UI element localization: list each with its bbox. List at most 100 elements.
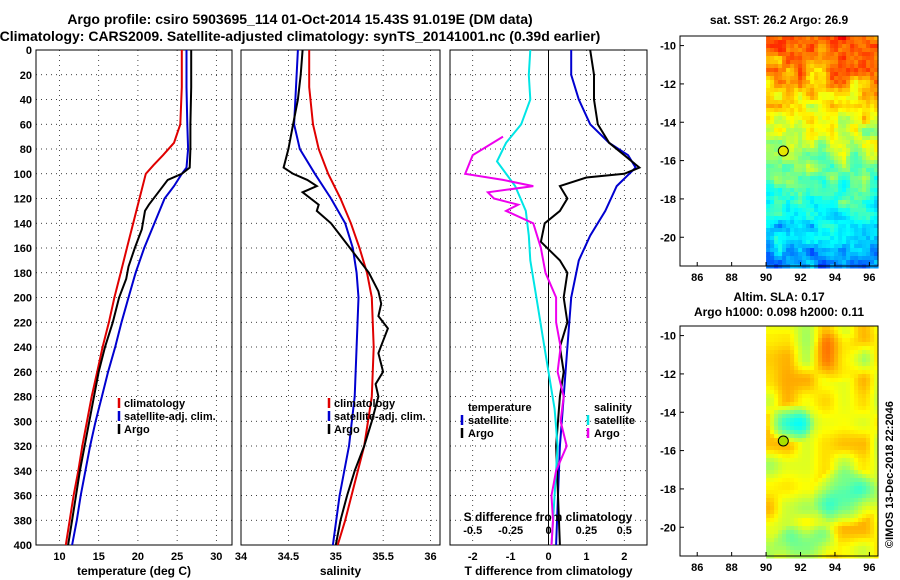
heatmap-cell xyxy=(770,338,775,343)
heatmap-cell xyxy=(842,542,847,547)
heatmap-cell xyxy=(838,36,843,41)
heatmap-cell xyxy=(858,490,863,495)
heatmap-cell xyxy=(830,522,835,527)
heatmap-cell xyxy=(870,40,875,45)
heatmap-cell xyxy=(866,470,871,475)
heatmap-cell xyxy=(830,80,835,85)
heatmap-cell xyxy=(802,64,807,69)
heatmap-cell xyxy=(818,220,823,225)
heatmap-cell xyxy=(870,80,875,85)
heatmap-cell xyxy=(854,144,859,149)
heatmap-cell xyxy=(798,474,803,479)
heatmap-cell xyxy=(774,88,779,93)
heatmap-cell xyxy=(806,216,811,221)
heatmap-cell xyxy=(778,386,783,391)
heatmap-cell xyxy=(870,538,875,543)
heatmap-cell xyxy=(770,374,775,379)
heatmap-cell xyxy=(798,506,803,511)
heatmap-cell xyxy=(778,422,783,427)
heatmap-cell xyxy=(866,100,871,105)
heatmap-cell xyxy=(870,522,875,527)
heatmap-cell xyxy=(786,48,791,53)
heatmap-cell xyxy=(778,518,783,523)
heatmap-cell xyxy=(798,514,803,519)
heatmap-cell xyxy=(770,180,775,185)
heatmap-cell xyxy=(790,518,795,523)
heatmap-cell xyxy=(770,228,775,233)
heatmap-cell xyxy=(858,442,863,447)
heatmap-cell xyxy=(770,252,775,257)
heatmap-cell xyxy=(774,64,779,69)
heatmap-cell xyxy=(786,108,791,113)
heatmap-cell xyxy=(818,474,823,479)
heatmap-cell xyxy=(850,92,855,97)
heatmap-cell xyxy=(862,196,867,201)
heatmap-cell xyxy=(822,494,827,499)
heatmap-cell xyxy=(850,382,855,387)
heatmap-cell xyxy=(818,164,823,169)
heatmap-cell xyxy=(834,402,839,407)
heatmap-cell xyxy=(810,450,815,455)
heatmap-cell xyxy=(786,466,791,471)
heatmap-cell xyxy=(874,402,879,407)
heatmap-cell xyxy=(770,446,775,451)
heatmap-cell xyxy=(850,530,855,535)
heatmap-cell xyxy=(810,172,815,177)
heatmap-cell xyxy=(858,96,863,101)
heatmap-cell xyxy=(834,518,839,523)
heatmap-cell xyxy=(806,534,811,539)
heatmap-cell xyxy=(854,410,859,415)
heatmap-cell xyxy=(866,382,871,387)
heatmap-cell xyxy=(830,208,835,213)
heatmap-cell xyxy=(806,60,811,65)
heatmap-cell xyxy=(834,346,839,351)
heatmap-cell xyxy=(834,442,839,447)
heatmap-cell xyxy=(862,240,867,245)
heatmap-cell xyxy=(810,402,815,407)
heatmap-cell xyxy=(870,56,875,61)
heatmap-cell xyxy=(766,48,771,53)
heatmap-cell xyxy=(814,518,819,523)
heatmap-cell xyxy=(854,116,859,121)
heatmap-cell xyxy=(782,48,787,53)
heatmap-cell xyxy=(806,486,811,491)
heatmap-cell xyxy=(854,220,859,225)
heatmap-cell xyxy=(870,358,875,363)
heatmap-cell xyxy=(842,104,847,109)
heatmap-cell xyxy=(774,164,779,169)
heatmap-cell xyxy=(830,132,835,137)
heatmap-cell xyxy=(790,530,795,535)
heatmap-cell xyxy=(842,410,847,415)
x-axis-label: salinity xyxy=(320,564,362,578)
heatmap-cell xyxy=(866,362,871,367)
heatmap-cell xyxy=(790,414,795,419)
heatmap-cell xyxy=(846,220,851,225)
heatmap-cell xyxy=(846,326,851,331)
heatmap-cell xyxy=(858,164,863,169)
heatmap-cell xyxy=(798,212,803,217)
heatmap-cell xyxy=(810,44,815,49)
heatmap-cell xyxy=(826,326,831,331)
heatmap-cell xyxy=(794,176,799,181)
heatmap-cell xyxy=(774,530,779,535)
heatmap-cell xyxy=(818,406,823,411)
heatmap-cell xyxy=(770,96,775,101)
heatmap-cell xyxy=(806,104,811,109)
heatmap-cell xyxy=(782,200,787,205)
heatmap-cell xyxy=(798,362,803,367)
legend-title: salinity xyxy=(594,402,633,414)
heatmap-cell xyxy=(822,398,827,403)
heatmap-cell xyxy=(874,112,879,117)
heatmap-cell xyxy=(802,184,807,189)
heatmap-cell xyxy=(794,342,799,347)
heatmap-cell xyxy=(834,414,839,419)
heatmap-cell xyxy=(782,450,787,455)
heatmap-cell xyxy=(790,546,795,551)
heatmap-cell xyxy=(854,180,859,185)
y-tick-label: -20 xyxy=(660,232,676,244)
heatmap-cell xyxy=(790,176,795,181)
heatmap-cell xyxy=(822,358,827,363)
heatmap-cell xyxy=(834,236,839,241)
heatmap-cell xyxy=(870,366,875,371)
heatmap-cell xyxy=(858,224,863,229)
